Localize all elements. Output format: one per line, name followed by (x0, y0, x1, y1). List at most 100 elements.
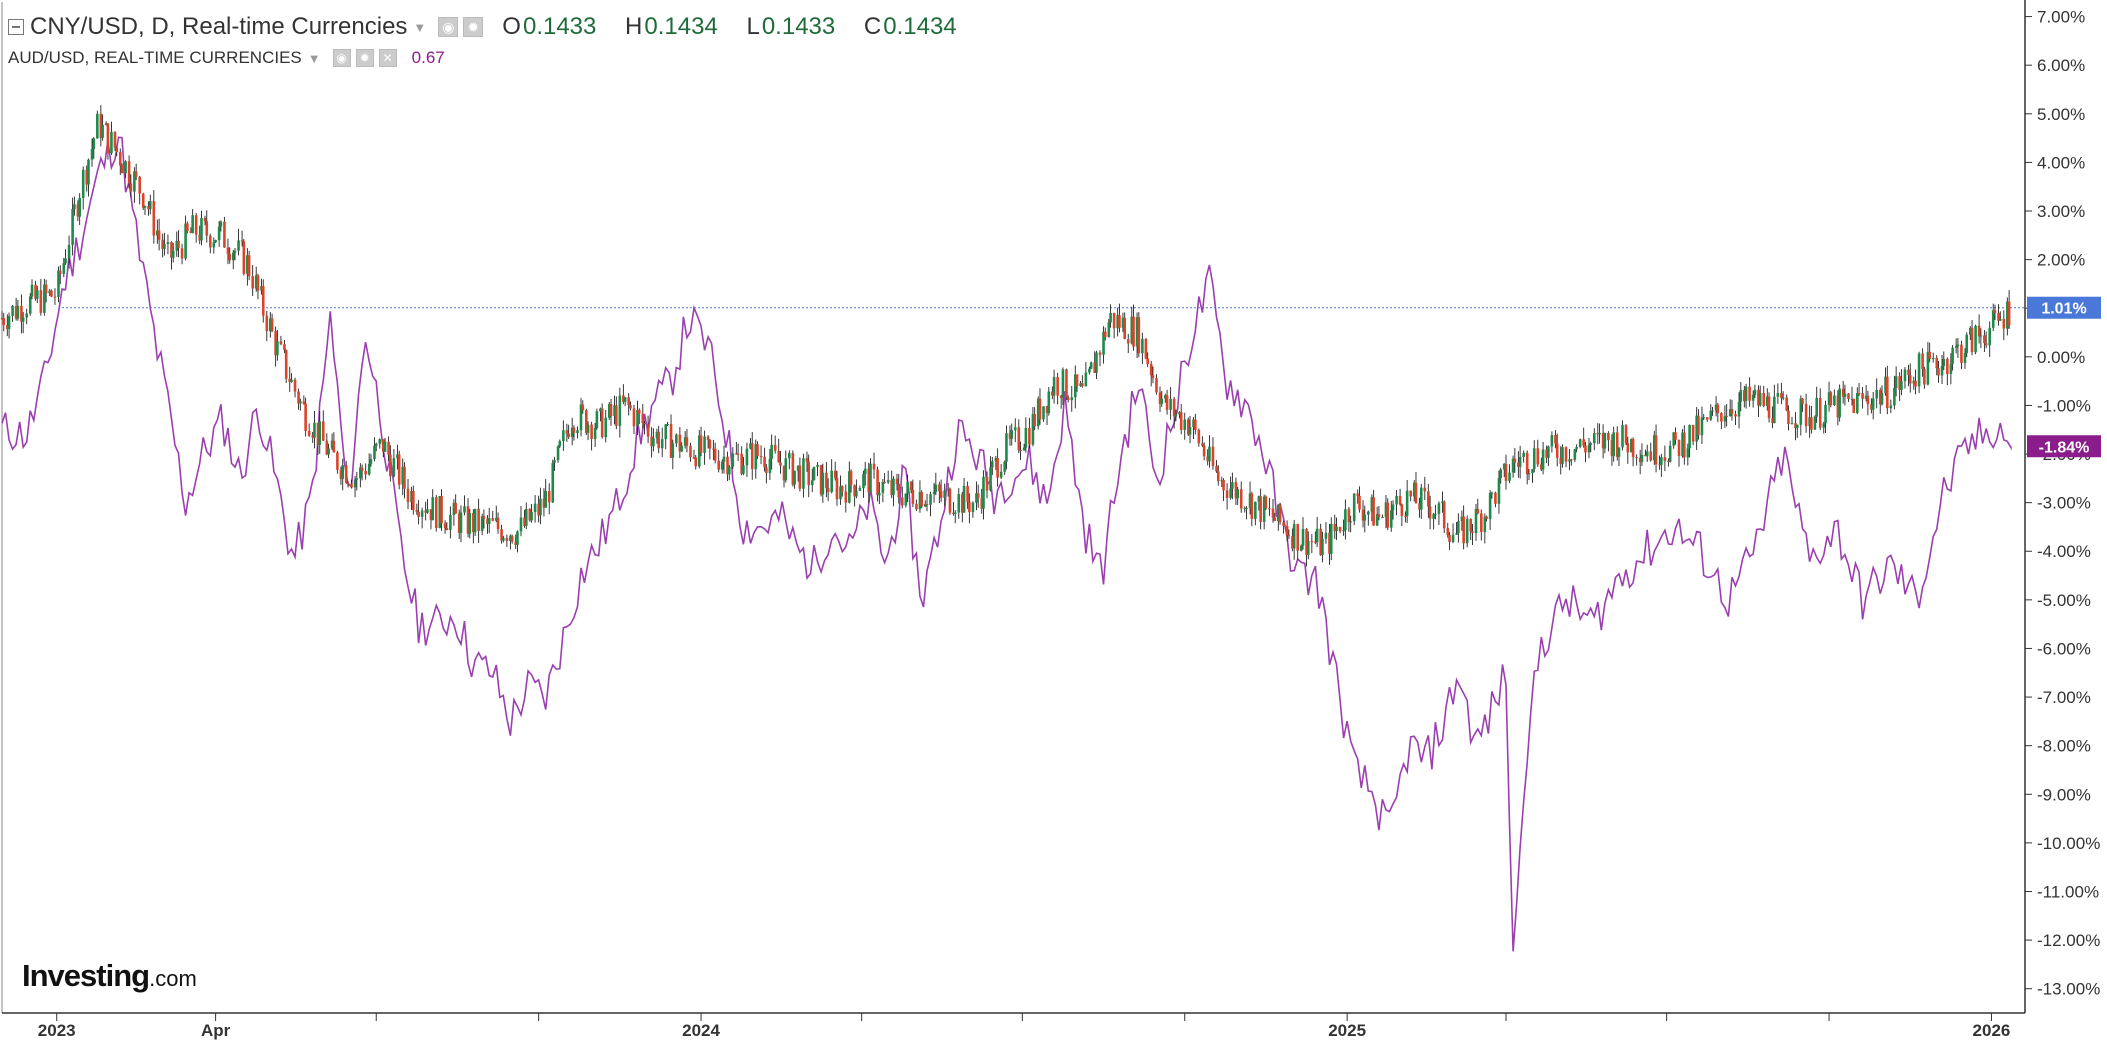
cny-candle (754, 439, 758, 479)
collapse-icon[interactable] (8, 19, 24, 35)
cny-candle-body (247, 255, 251, 277)
eye-icon[interactable]: ◉ (438, 17, 459, 37)
gear-icon[interactable]: ✹ (463, 17, 484, 37)
cny-candle (313, 411, 316, 449)
cny-candle (689, 442, 692, 462)
cny-candle-body (1089, 362, 1093, 369)
cny-candle (161, 233, 164, 258)
cny-candle (530, 504, 533, 523)
cny-candle (247, 251, 251, 281)
cny-candle (1239, 481, 1243, 513)
overlay-title[interactable]: AUD/USD, REAL-TIME CURRENCIES (8, 48, 302, 67)
cny-candle-body (1568, 459, 1571, 462)
cny-candle-body (254, 275, 258, 289)
cny-candle-body (840, 486, 844, 492)
cny-candle-body (1361, 509, 1365, 521)
cny-candle-body (226, 247, 230, 254)
cny-candle (237, 228, 240, 256)
cny-candle (1432, 512, 1435, 530)
cny-candle (975, 481, 978, 511)
cny-candle-body (1824, 404, 1827, 424)
cny-candle (1536, 439, 1540, 468)
cny-candle (1658, 455, 1661, 470)
cny-candle-body (410, 491, 413, 503)
cny-candle-body (1278, 504, 1282, 523)
cny-candle-body (1178, 412, 1181, 415)
cny-candle-body (1151, 375, 1155, 379)
cny-candle (1776, 383, 1780, 404)
cny-candle (1102, 326, 1105, 364)
cny-candle (881, 479, 885, 503)
cny-candle (1282, 520, 1285, 534)
cny-candle-body (1321, 538, 1324, 556)
cny-candle (1513, 448, 1517, 474)
cny-candle-body (209, 235, 212, 248)
cny-candle-body (1047, 391, 1051, 414)
cny-candle (397, 450, 401, 490)
cny-candle-body (34, 284, 37, 299)
cny-candle (768, 448, 772, 480)
cny-candle (1107, 318, 1111, 338)
overlay-eye-icon[interactable]: ◉ (332, 49, 351, 67)
cny-candle-body (1432, 514, 1435, 519)
cny-candle-body (288, 378, 292, 382)
cny-candle (170, 241, 173, 270)
cny-candle (1547, 445, 1550, 466)
cny-candle (1377, 506, 1381, 521)
cny-candle-body (466, 506, 470, 534)
cny-candle (353, 475, 357, 498)
cny-candle (1201, 436, 1204, 448)
cny-candle (1900, 369, 1903, 396)
cny-candle (1033, 407, 1036, 431)
cny-candle-body (697, 435, 701, 467)
cny-candle (429, 509, 433, 530)
overlay-close-icon[interactable]: ✕ (378, 49, 397, 67)
cny-candle-body (1418, 503, 1421, 510)
cny-candle-body (1381, 517, 1384, 519)
cny-candle-body (48, 290, 51, 294)
cny-candle-body (1017, 427, 1021, 451)
cny-candle-body (1118, 315, 1121, 328)
cny-candle-body (1866, 395, 1870, 405)
cny-candle (1667, 458, 1670, 467)
cny-candle (1808, 405, 1811, 438)
ohlc-high-key: H (625, 13, 643, 40)
overlay-gear-icon[interactable]: ✹ (355, 49, 374, 67)
cny-candle-body (205, 221, 209, 236)
cny-candle-body (367, 463, 371, 475)
cny-candle (177, 230, 180, 258)
cny-candle (156, 219, 159, 244)
cny-candle-body (1335, 526, 1338, 532)
cny-candle-body (1893, 387, 1896, 406)
cny-candle-body (1531, 469, 1534, 474)
cny-candle (819, 464, 823, 497)
cny-candle-body (373, 445, 376, 459)
cny-candle (1488, 490, 1492, 530)
cny-candle (34, 280, 37, 301)
cny-candle-body (615, 405, 618, 426)
cny-candle (632, 404, 636, 435)
cny-candle (473, 508, 477, 537)
cny-candle-body (996, 458, 999, 478)
cny-candle (431, 489, 435, 521)
cny-candle-body (1561, 447, 1564, 464)
chart-title[interactable]: CNY/USD, D, Real-time Currencies (30, 13, 408, 40)
cny-candle (777, 438, 781, 463)
cny-candle-body (585, 410, 588, 433)
cny-candle (58, 265, 62, 285)
aud-last-badge-bg (2027, 435, 2101, 458)
overlay-dropdown-icon[interactable]: ▼ (307, 50, 321, 66)
title-dropdown-icon[interactable]: ▼ (413, 19, 427, 35)
cny-candle (1206, 449, 1209, 466)
cny-candle (466, 498, 470, 538)
cny-candle (576, 426, 579, 439)
cny-candle-body (1102, 331, 1105, 355)
cny-candle (254, 266, 258, 292)
cny-candle-body (502, 537, 505, 541)
cny-candle (360, 464, 364, 481)
cny-candle (1490, 491, 1494, 499)
cny-candle-body (1801, 398, 1804, 404)
cny-candle-body (742, 465, 745, 474)
cny-candle-body (431, 497, 435, 521)
cny-candle-body (1010, 430, 1014, 439)
